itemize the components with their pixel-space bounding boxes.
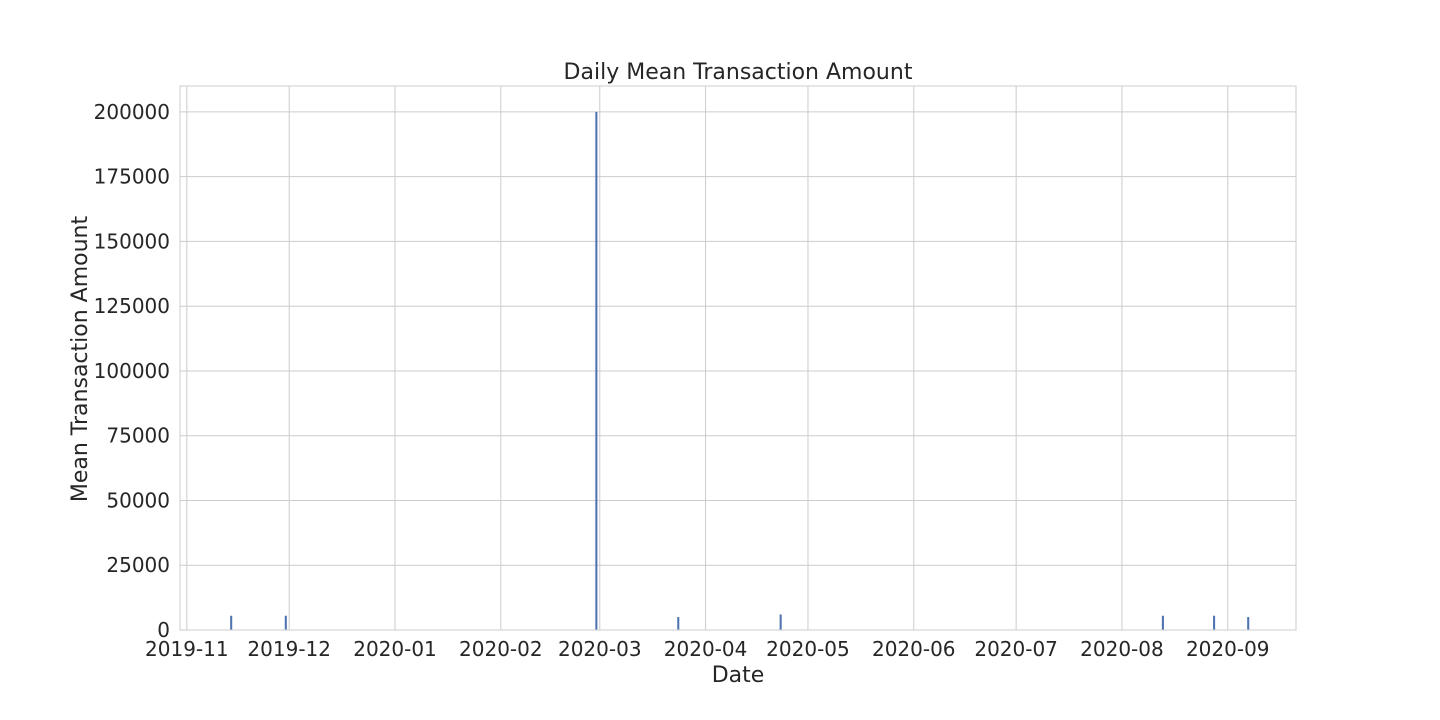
- x-tick-label: 2020-09: [1186, 637, 1270, 661]
- y-tick-label: 175000: [94, 165, 170, 189]
- x-tick-label: 2020-03: [558, 637, 642, 661]
- y-tick-label: 100000: [94, 359, 170, 383]
- x-tick-labels: 2019-11 2019-12 2020-01 2020-02 2020-03 2020-…: [145, 637, 1269, 661]
- y-tick-label: 50000: [106, 488, 170, 512]
- x-tick-label: 2020-06: [872, 637, 956, 661]
- bar: [230, 615, 233, 630]
- bar: [677, 617, 680, 630]
- y-tick-label: 25000: [106, 553, 170, 577]
- x-tick-label: 2020-07: [974, 637, 1058, 661]
- x-tick-label: 2020-08: [1080, 637, 1164, 661]
- plot-frame: [179, 85, 1297, 631]
- y-tick-label: 125000: [94, 294, 170, 318]
- y-tick-label: 150000: [94, 229, 170, 253]
- bar: [1247, 617, 1250, 630]
- bars: [230, 111, 1250, 630]
- x-tick-label: 2020-01: [353, 637, 437, 661]
- y-tick-labels: 0 25000 50000 75000 100000 125000 150000 175000…: [94, 100, 170, 642]
- x-tick-label: 2019-11: [145, 637, 229, 661]
- x-tick-label: 2020-04: [664, 637, 748, 661]
- y-tick-label: 0: [157, 618, 170, 642]
- bar: [779, 614, 782, 630]
- x-tick-label: 2020-05: [766, 637, 850, 661]
- bar: [284, 615, 287, 630]
- y-tick-label: 75000: [106, 424, 170, 448]
- y-tick-label: 200000: [94, 100, 170, 124]
- bar: [595, 111, 598, 630]
- chart-title: Daily Mean Transaction Amount: [564, 60, 913, 85]
- grid-lines: [180, 86, 1296, 631]
- y-axis-label: Mean Transaction Amount: [68, 216, 93, 503]
- bar: [1161, 615, 1164, 630]
- bar: [1213, 615, 1216, 630]
- x-axis-label: Date: [712, 663, 765, 688]
- x-tick-label: 2019-12: [247, 637, 331, 661]
- x-tick-label: 2020-02: [459, 637, 543, 661]
